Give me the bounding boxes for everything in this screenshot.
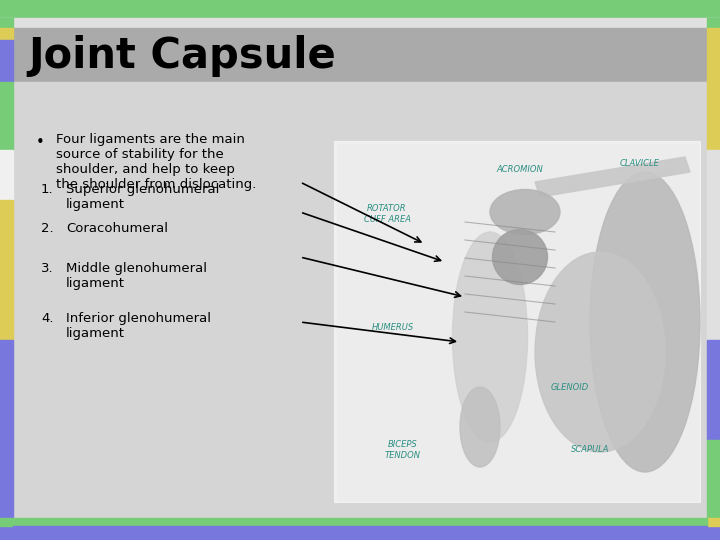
Text: Middle glenohumeral
ligament: Middle glenohumeral ligament bbox=[66, 262, 207, 290]
Text: 2.: 2. bbox=[41, 222, 53, 235]
Bar bbox=[707, 340, 720, 440]
Text: ROTATOR
CUFF AREA: ROTATOR CUFF AREA bbox=[364, 204, 410, 224]
Bar bbox=[13, 518, 707, 526]
Bar bbox=[707, 18, 720, 28]
Bar bbox=[707, 150, 720, 340]
Text: 1.: 1. bbox=[41, 183, 53, 196]
Bar bbox=[0, 82, 13, 150]
Bar bbox=[0, 0, 720, 18]
Text: Inferior glenohumeral
ligament: Inferior glenohumeral ligament bbox=[66, 312, 211, 340]
Text: ACROMION: ACROMION bbox=[497, 165, 544, 174]
Bar bbox=[0, 340, 13, 518]
Ellipse shape bbox=[490, 190, 560, 234]
Ellipse shape bbox=[460, 387, 500, 467]
Bar bbox=[0, 18, 13, 28]
Text: Joint Capsule: Joint Capsule bbox=[28, 35, 336, 77]
Text: Superior glenohumeral
ligament: Superior glenohumeral ligament bbox=[66, 183, 220, 211]
Bar bbox=[0, 18, 720, 28]
Bar bbox=[337, 144, 698, 500]
Bar bbox=[0, 150, 13, 200]
Bar bbox=[13, 526, 707, 540]
Bar bbox=[0, 200, 13, 340]
Text: SCAPULA: SCAPULA bbox=[571, 446, 609, 455]
Text: Four ligaments are the main
source of stability for the
shoulder, and help to ke: Four ligaments are the main source of st… bbox=[56, 133, 256, 191]
Bar bbox=[707, 440, 720, 518]
Text: BICEPS
TENDON: BICEPS TENDON bbox=[385, 440, 421, 460]
Bar bbox=[13, 82, 707, 518]
Text: HUMERUS: HUMERUS bbox=[372, 322, 414, 332]
Bar bbox=[0, 518, 720, 540]
Bar bbox=[707, 28, 720, 150]
Bar bbox=[13, 28, 707, 82]
Text: 4.: 4. bbox=[41, 312, 53, 325]
Bar bbox=[0, 40, 13, 82]
Ellipse shape bbox=[492, 230, 547, 285]
Text: GLENOID: GLENOID bbox=[551, 382, 589, 392]
Bar bbox=[0, 28, 13, 40]
Text: CLAVICLE: CLAVICLE bbox=[620, 159, 660, 168]
Text: Coracohumeral: Coracohumeral bbox=[66, 222, 168, 235]
Polygon shape bbox=[535, 157, 690, 197]
Ellipse shape bbox=[535, 252, 665, 452]
Text: •: • bbox=[36, 135, 45, 150]
Bar bbox=[335, 142, 700, 502]
Bar bbox=[707, 518, 720, 526]
Bar bbox=[0, 518, 13, 526]
Ellipse shape bbox=[452, 232, 528, 442]
Text: 3.: 3. bbox=[41, 262, 53, 275]
Ellipse shape bbox=[590, 172, 700, 472]
